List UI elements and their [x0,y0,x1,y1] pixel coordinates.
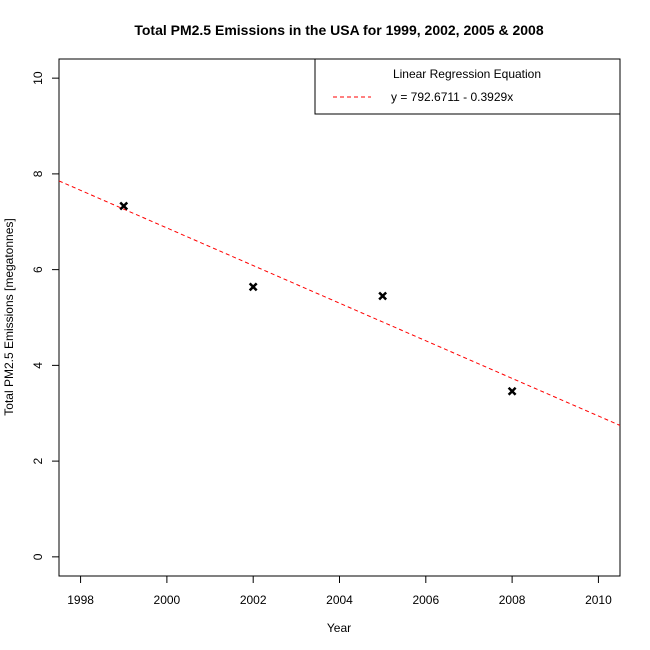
data-point [507,386,517,396]
data-point [119,201,129,211]
y-tick-label: 0 [31,553,45,560]
x-tick-label: 2006 [412,593,439,607]
y-tick-label: 10 [31,71,45,85]
chart-title: Total PM2.5 Emissions in the USA for 199… [134,22,544,38]
y-axis: 0 2 4 6 8 10 [31,71,59,560]
regression-line [58,180,621,426]
legend-entry-label: y = 792.6711 - 0.3929x [391,90,513,104]
y-tick-label: 8 [31,170,45,177]
legend: Linear Regression Equation y = 792.6711 … [314,58,621,115]
data-point [248,282,258,292]
x-tick-label: 2004 [326,593,353,607]
legend-box [314,58,621,115]
x-tick-label: 2008 [499,593,526,607]
x-tick-label: 1998 [67,593,94,607]
x-tick-label: 2002 [240,593,267,607]
y-tick-label: 2 [31,457,45,464]
data-point [378,291,388,301]
legend-title: Linear Regression Equation [393,67,541,81]
x-axis-label: Year [327,621,351,635]
plot-area [58,180,621,426]
plot-frame [58,58,621,577]
y-tick-label: 6 [31,266,45,273]
y-axis-label: Total PM2.5 Emissions [megatonnes] [2,218,16,415]
x-tick-label: 2000 [154,593,181,607]
x-axis: 1998 2000 2002 2004 2006 2008 2010 [67,576,612,607]
x-tick-label: 2010 [585,593,612,607]
y-tick-label: 4 [31,362,45,369]
